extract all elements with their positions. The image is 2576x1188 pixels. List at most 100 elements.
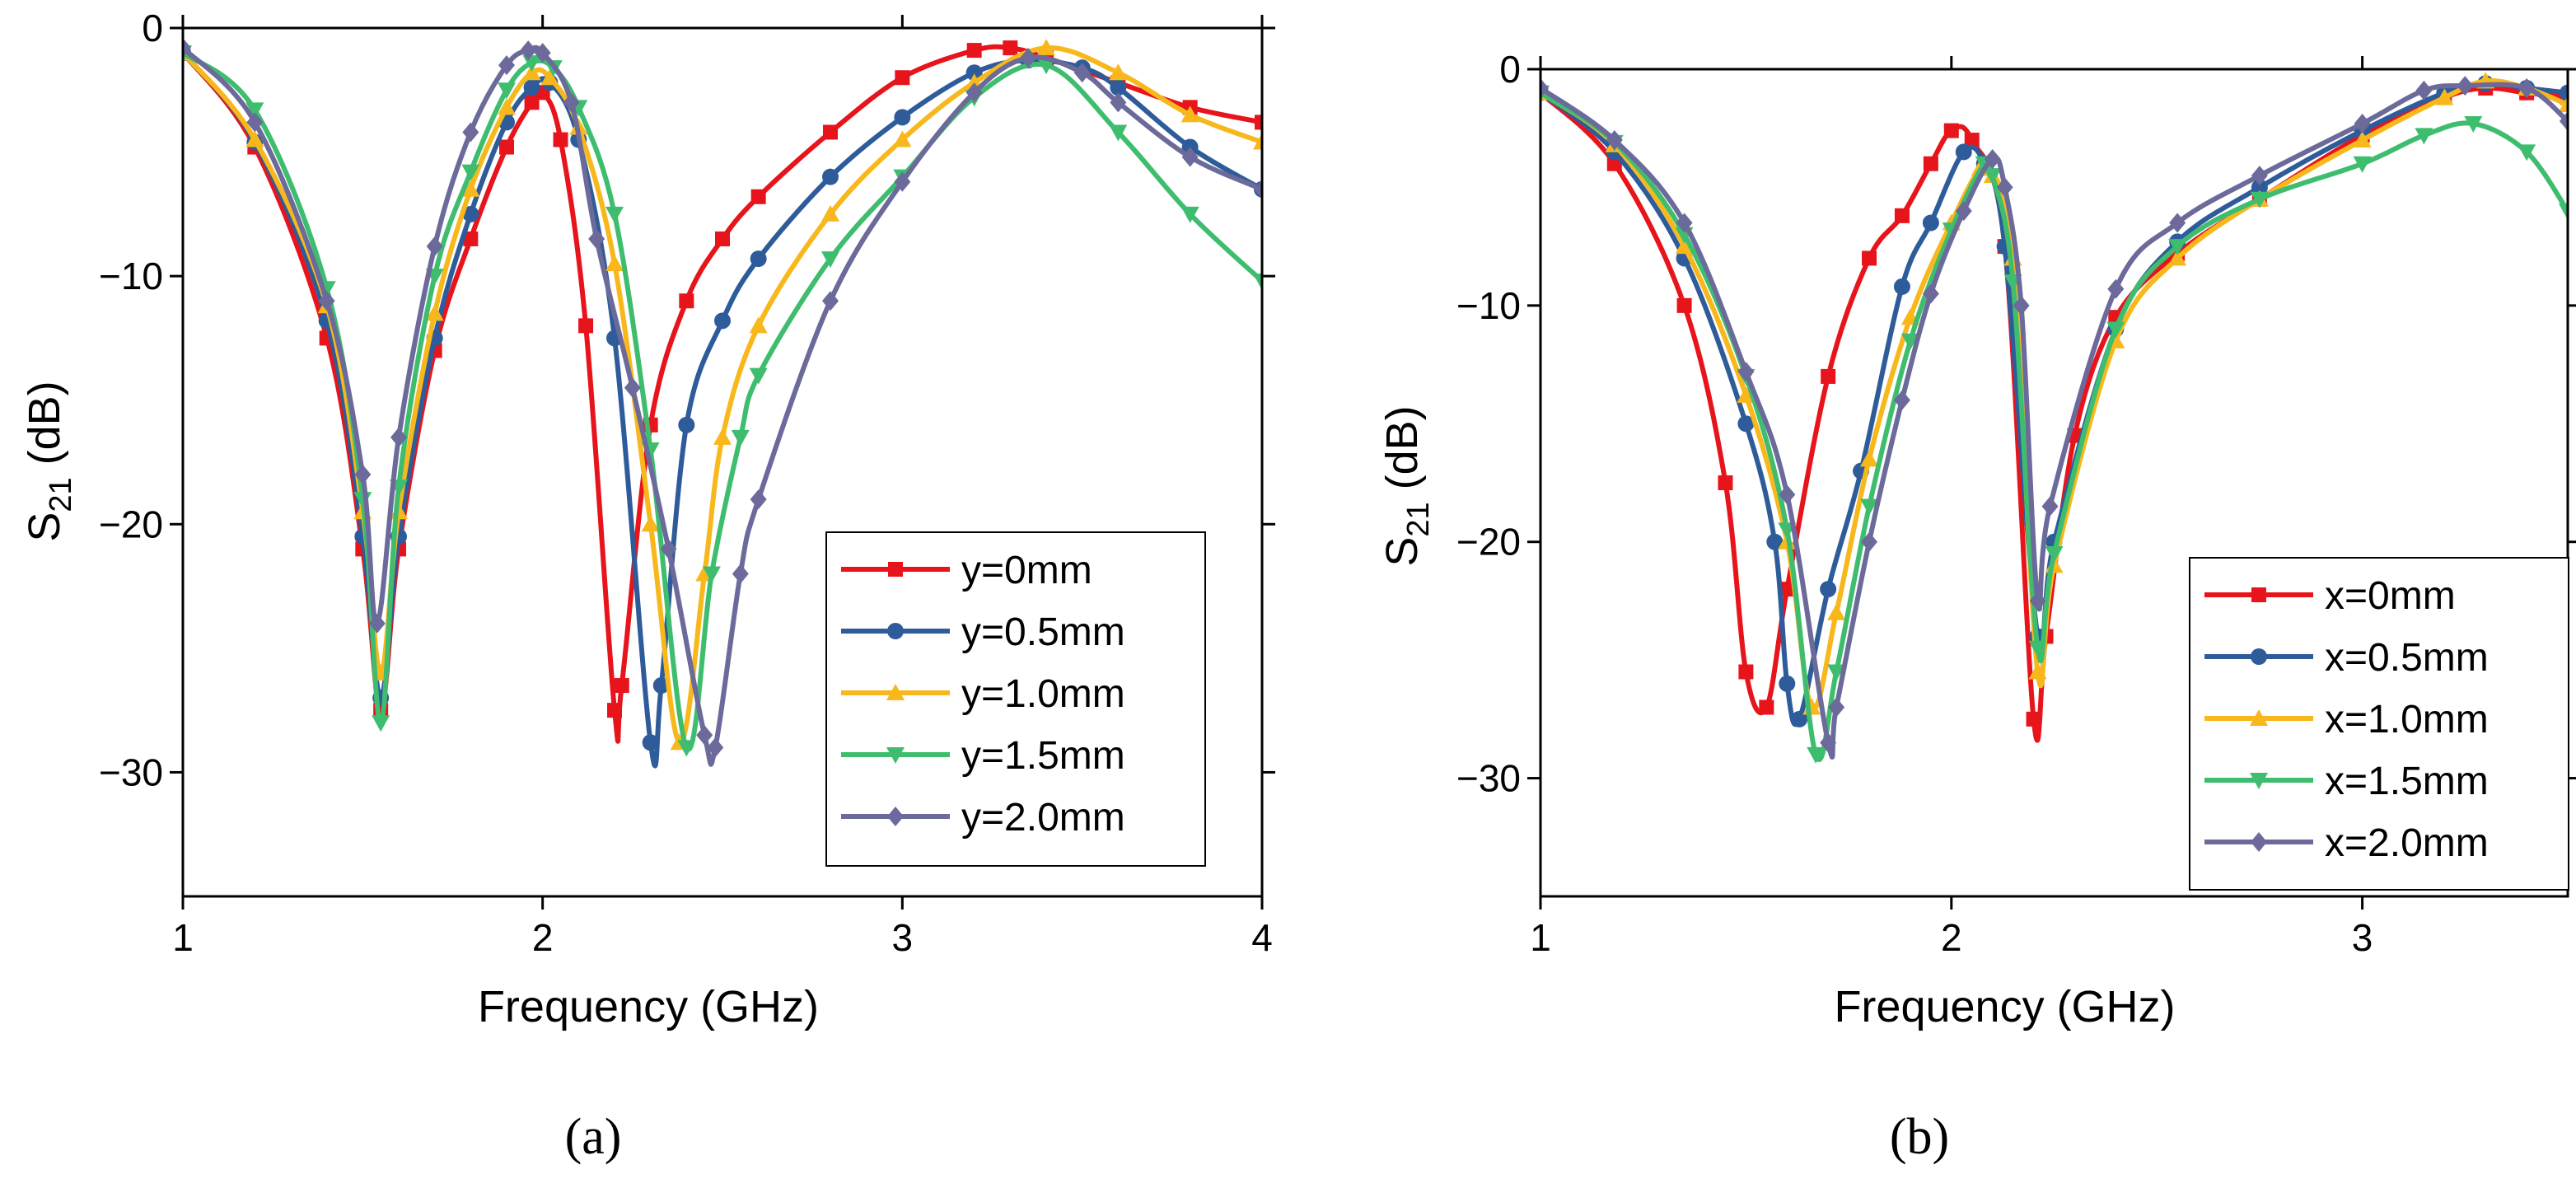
data-point <box>1821 368 1836 384</box>
y-tick-label: −20 <box>99 503 163 545</box>
legend-item: x=1.5mm <box>2204 760 2489 803</box>
data-point <box>522 55 541 72</box>
data-point <box>1540 77 1549 98</box>
legend-marker <box>886 684 905 700</box>
data-point <box>2029 591 2046 611</box>
data-point <box>1181 147 1199 167</box>
data-point <box>372 715 390 732</box>
data-point <box>823 124 838 140</box>
data-point <box>1180 206 1199 223</box>
data-point <box>731 429 750 447</box>
legend-item: y=0mm <box>841 549 1092 592</box>
figure-caption: (b) <box>1890 1109 1949 1165</box>
data-point <box>1109 63 1128 81</box>
data-point <box>553 132 568 147</box>
data-point <box>2169 213 2186 233</box>
legend-label: x=1.0mm <box>2325 698 2489 741</box>
data-point <box>1820 732 1837 753</box>
y-axis-title-unit: (dB) <box>20 381 69 477</box>
x-tick-label: 2 <box>1941 916 1962 959</box>
y-axis-title-sub: 21 <box>1401 502 1436 536</box>
y-axis-title: S21 (dB) <box>1377 405 1436 566</box>
data-point <box>1807 746 1826 764</box>
legend-label: x=2.0mm <box>2325 821 2489 865</box>
data-point <box>605 206 624 223</box>
data-point <box>588 228 605 249</box>
y-tick-label: −30 <box>1456 757 1521 800</box>
data-point <box>732 564 749 584</box>
data-point <box>2353 131 2372 148</box>
data-point <box>2168 239 2187 256</box>
legend: y=0mm y=0.5mm y=1.0mm y=1.5mm y=2.0mm <box>825 531 1206 867</box>
data-point <box>2518 144 2536 161</box>
data-point <box>354 465 372 485</box>
data-point <box>2457 76 2474 96</box>
data-point <box>2028 662 2047 680</box>
data-point <box>463 231 479 246</box>
legend-marker <box>887 623 904 639</box>
data-point <box>2560 111 2568 132</box>
x-tick-label: 2 <box>532 916 554 959</box>
y-axis-title: S21 (dB) <box>20 381 78 541</box>
data-point <box>750 489 767 510</box>
legend-label: x=1.5mm <box>2325 760 2489 803</box>
y-axis-title-main: S <box>20 512 69 542</box>
data-point <box>1964 133 1980 148</box>
data-point <box>1181 138 1199 156</box>
data-point <box>2518 77 2536 98</box>
data-point <box>2026 711 2041 727</box>
legend-marker <box>2251 648 2267 665</box>
data-point <box>1861 531 1878 552</box>
data-point <box>246 112 264 133</box>
data-point <box>1860 498 1879 516</box>
legend-item: y=1.0mm <box>841 672 1125 716</box>
data-point <box>2041 496 2059 517</box>
data-point <box>1983 168 2002 185</box>
data-point <box>461 164 480 181</box>
data-point <box>1922 214 1939 232</box>
data-point <box>678 416 695 433</box>
legend-label: y=1.0mm <box>961 672 1125 716</box>
data-point <box>1254 179 1262 199</box>
data-point <box>696 725 713 746</box>
data-point <box>462 205 479 222</box>
data-point <box>520 40 537 61</box>
data-point <box>895 70 910 86</box>
x-axis-title: Frequency (GHz) <box>478 982 819 1031</box>
data-point <box>641 515 660 532</box>
x-tick-label: 3 <box>2352 916 2373 959</box>
plot-area <box>183 38 1262 769</box>
data-point <box>1759 699 1774 715</box>
chart-b: 1 2 3 0 −10 −20 −30 Frequency (GHz) S21 (dB) x=0m… <box>1377 48 2576 1165</box>
data-point <box>1738 664 1754 680</box>
y-tick-label: −10 <box>99 255 163 297</box>
data-point <box>498 98 516 115</box>
data-point <box>2560 84 2568 101</box>
data-point <box>183 38 191 58</box>
data-point <box>965 64 983 82</box>
axes-frame <box>1539 68 2569 898</box>
data-point <box>1020 48 1037 68</box>
legend-item: x=0mm <box>2204 574 2456 618</box>
legend-label: y=1.5mm <box>961 734 1125 778</box>
data-point <box>614 678 629 694</box>
legend-marker <box>2251 832 2267 852</box>
data-point <box>563 92 580 113</box>
data-point <box>2107 278 2125 299</box>
data-point <box>2559 96 2568 113</box>
y-tick-label: −30 <box>99 751 163 793</box>
data-point <box>1718 475 1733 490</box>
data-point <box>607 703 622 718</box>
data-point <box>965 82 983 103</box>
data-point <box>499 139 514 155</box>
plot-area <box>1540 72 2568 764</box>
data-point <box>713 428 732 445</box>
data-point <box>1003 40 1018 56</box>
data-point <box>1893 390 1910 410</box>
data-point <box>462 122 479 143</box>
legend-marker <box>887 807 904 826</box>
x-tick-label: 4 <box>1251 916 1273 959</box>
legend-marker <box>2250 709 2268 726</box>
data-point <box>1922 283 1939 304</box>
